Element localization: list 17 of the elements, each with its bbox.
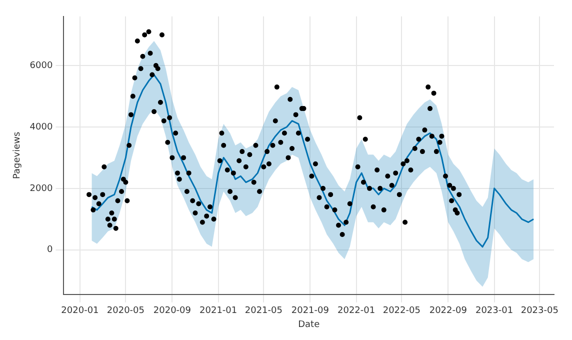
x-tick-label: 2022-09 bbox=[429, 306, 468, 316]
x-tick-label: 2020-09 bbox=[153, 306, 192, 316]
x-tick-label: 2022-01 bbox=[337, 306, 376, 316]
x-tick-label: 2021-01 bbox=[200, 306, 238, 316]
y-axis-title: Pageviews bbox=[12, 131, 23, 179]
x-tick-label: 2023-05 bbox=[520, 306, 558, 316]
x-tick-label: 2020-01 bbox=[61, 306, 99, 316]
y-tick-label: 6000 bbox=[30, 60, 53, 71]
y-tick-label: 4000 bbox=[30, 122, 53, 132]
x-tick-label: 2020-05 bbox=[106, 306, 145, 316]
y-tick-label: 2000 bbox=[30, 184, 53, 194]
x-axis-title: Date bbox=[298, 320, 320, 330]
y-tick-label: 0 bbox=[46, 245, 53, 256]
x-tick-label: 2021-09 bbox=[291, 306, 330, 316]
x-tick-label: 2023-01 bbox=[475, 306, 514, 316]
x-tick-label: 2022-05 bbox=[382, 306, 420, 316]
x-tick-label: 2021-05 bbox=[244, 306, 282, 316]
